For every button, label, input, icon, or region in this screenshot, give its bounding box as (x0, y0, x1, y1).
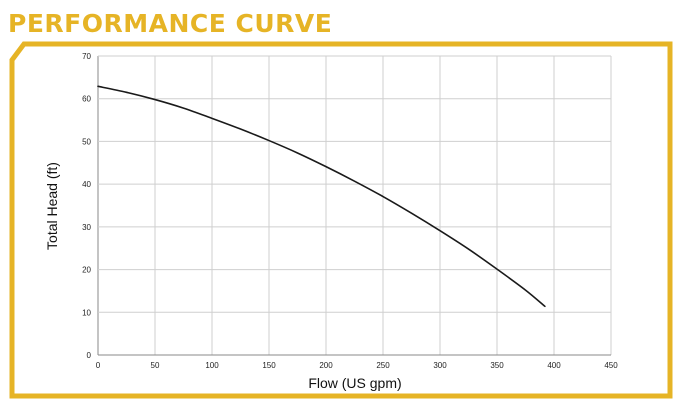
performance-curve-line (97, 85, 546, 308)
grid (97, 55, 612, 356)
x-tick-label: 450 (604, 361, 618, 370)
x-tick-label: 150 (262, 361, 276, 370)
y-tick-label: 30 (82, 223, 91, 232)
y-tick-label: 20 (82, 266, 91, 275)
y-tick-label: 40 (82, 180, 91, 189)
y-tick-label: 10 (82, 308, 91, 317)
x-tick-label: 200 (319, 361, 333, 370)
x-tick-label: 350 (490, 361, 504, 370)
y-tick-label: 60 (82, 95, 91, 104)
chart-title: PERFORMANCE CURVE (8, 9, 332, 38)
x-tick-label: 50 (151, 361, 160, 370)
x-tick-label: 250 (376, 361, 390, 370)
y-tick-label: 70 (82, 52, 91, 61)
x-tick-label: 0 (96, 361, 101, 370)
series (97, 85, 546, 308)
x-tick-label: 300 (433, 361, 447, 370)
x-axis-label: Flow (US gpm) (308, 375, 401, 391)
chart-frame (9, 41, 673, 399)
x-tick-label: 400 (547, 361, 561, 370)
x-tick-label: 100 (205, 361, 219, 370)
tick-labels: 0 50 100 150 200 250 300 350 400 450 0 10 20 30 40 50 60… (82, 52, 618, 370)
y-axis-label: Total Head (ft) (44, 162, 60, 250)
y-tick-label: 0 (87, 351, 92, 360)
y-tick-label: 50 (82, 137, 91, 146)
